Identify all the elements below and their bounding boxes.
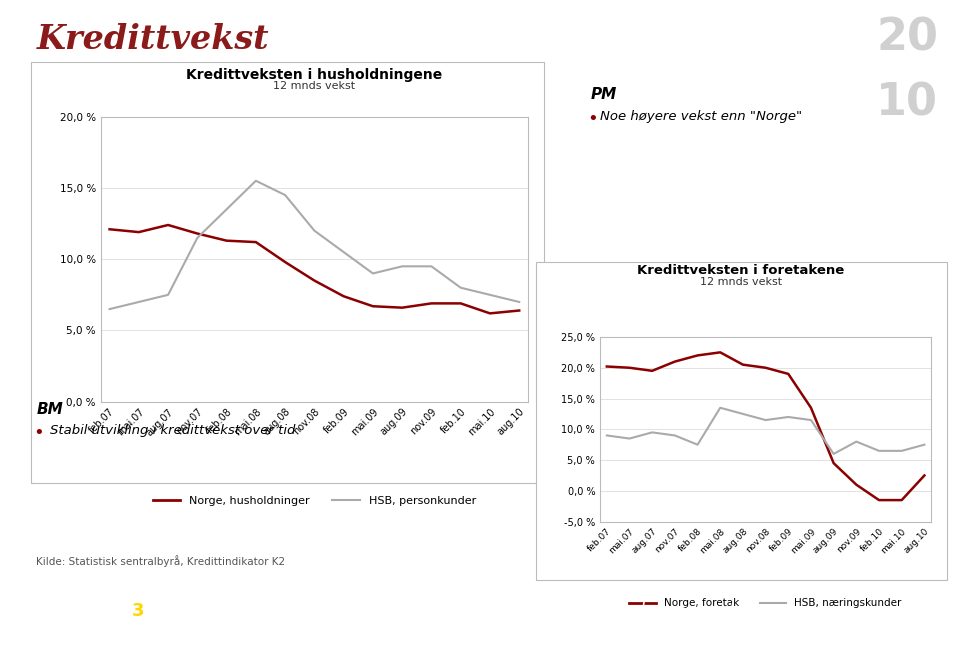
Text: Kilde: Statistisk sentralbyrå, Kredittindikator K2: Kilde: Statistisk sentralbyrå, Kredittin… <box>36 555 286 567</box>
Legend: Norge, foretak, HSB, næringskunder: Norge, foretak, HSB, næringskunder <box>625 594 906 612</box>
Text: 12 mnds vekst: 12 mnds vekst <box>273 81 355 91</box>
Text: 11: 11 <box>912 601 941 621</box>
Text: BM: BM <box>36 402 63 417</box>
Text: 10: 10 <box>876 81 938 124</box>
Text: 20: 20 <box>876 16 938 59</box>
Text: Stabil utvikling i kredittvekst over tid: Stabil utvikling i kredittvekst over tid <box>50 424 296 437</box>
Text: Kredittveksten i foretakene: Kredittveksten i foretakene <box>637 264 845 277</box>
Text: 2010Q12: 2010Q12 <box>31 602 121 619</box>
Text: 12 mnds vekst: 12 mnds vekst <box>700 277 782 286</box>
Text: PM: PM <box>590 87 616 102</box>
Legend: Norge, husholdninger, HSB, personkunder: Norge, husholdninger, HSB, personkunder <box>148 491 481 510</box>
Text: •: • <box>34 424 44 443</box>
Text: •: • <box>588 110 598 128</box>
Text: Noe høyere vekst enn "Norge": Noe høyere vekst enn "Norge" <box>600 110 803 123</box>
Text: Kredittvekst: Kredittvekst <box>36 23 269 56</box>
Text: 4: 4 <box>144 602 156 619</box>
Text: helgelandsparebank: helgelandsparebank <box>557 602 740 619</box>
Text: 3: 3 <box>132 602 144 619</box>
Text: Kredittveksten i husholdningene: Kredittveksten i husholdningene <box>186 68 442 82</box>
